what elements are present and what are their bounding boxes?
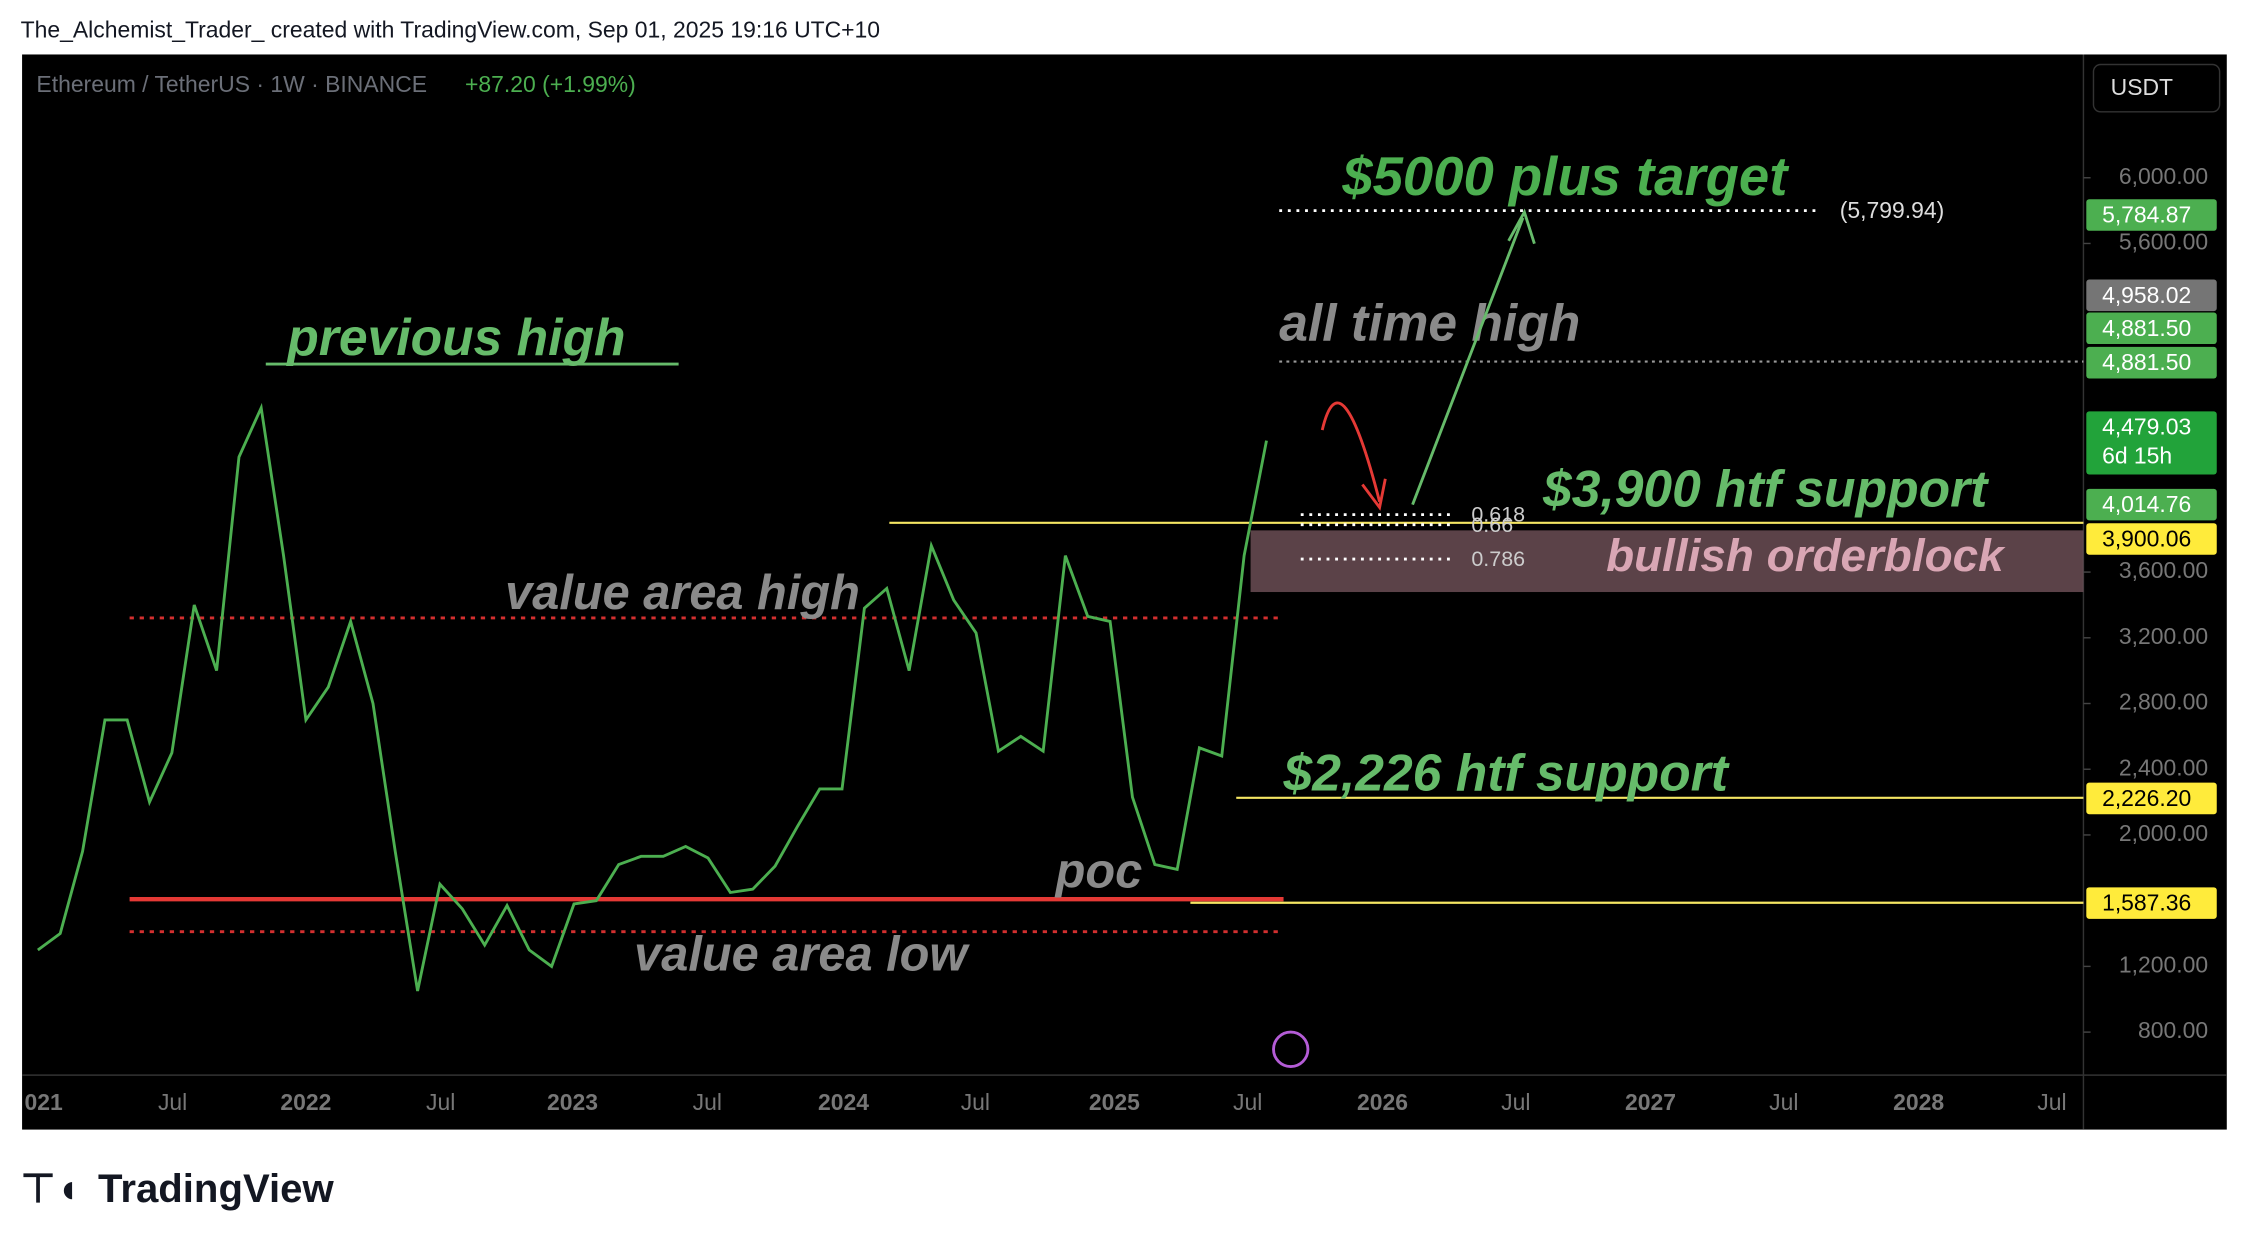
price-line — [37, 402, 1268, 992]
price-tag-label: 1,587.36 — [2102, 890, 2191, 916]
price-tag — [2086, 523, 2217, 555]
y-tick-label: 1,200.00 — [2119, 951, 2208, 977]
annotation: all time high — [1279, 293, 1580, 351]
annotation: poc — [1054, 844, 1143, 898]
symbol-name: Ethereum / TetherUS · 1W · BINANCE — [36, 71, 427, 97]
price-tag — [2086, 488, 2217, 521]
x-tick-label: 2027 — [1625, 1089, 1676, 1115]
brand-mark: ⊤◖ — [21, 1166, 80, 1211]
price-tag-label: 5,784.87 — [2102, 202, 2191, 228]
x-tick-label: Jul — [1501, 1089, 1530, 1115]
annotation: value area low — [634, 927, 970, 981]
target-arrow — [1411, 217, 1525, 506]
credit: The_Alchemist_Trader_ created with Tradi… — [21, 17, 880, 43]
y-tick-label: 2,000.00 — [2119, 820, 2208, 846]
x-tick-label: Jul — [426, 1089, 455, 1115]
x-tick-label: 2024 — [818, 1089, 869, 1115]
price-change: +87.20 (+1.99%) — [465, 71, 636, 97]
annotation: $2,226 htf support — [1283, 744, 1730, 802]
fib-label: 0.618 — [1471, 503, 1525, 527]
y-tick-label: 3,200.00 — [2119, 623, 2208, 649]
countdown: 6d 15h — [2102, 442, 2172, 468]
level-label: (5,799.94) — [1840, 197, 1944, 223]
price-tag — [2086, 199, 2217, 231]
pullback-arrow — [1320, 401, 1381, 503]
annotation: value area high — [505, 566, 860, 620]
x-tick-label: 2025 — [1089, 1089, 1140, 1115]
arrow-head — [1507, 208, 1536, 245]
price-tag — [2086, 312, 2217, 345]
price-tag-label: 4,014.76 — [2102, 491, 2191, 517]
y-tick-label: 3,600.00 — [2119, 557, 2208, 583]
price-tag — [2086, 346, 2217, 379]
y-tick-label: 2,400.00 — [2119, 754, 2208, 780]
currency-button[interactable] — [2092, 63, 2221, 113]
y-tick-label: 2,800.00 — [2119, 689, 2208, 715]
x-tick-label: 2022 — [280, 1089, 331, 1115]
y-tick-label: 6,000.00 — [2119, 163, 2208, 189]
y-tick-label: 5,600.00 — [2119, 229, 2208, 255]
price-tag — [2086, 279, 2217, 312]
x-tick-label: Jul — [2037, 1089, 2066, 1115]
price-tag — [2086, 411, 2217, 475]
price-tag-label: 3,900.06 — [2102, 525, 2191, 551]
x-tick-label: 021 — [24, 1089, 62, 1115]
annotation: $3,900 htf support — [1542, 460, 1989, 518]
arrow-head — [1361, 478, 1387, 511]
price-tag-label: 2,226.20 — [2102, 785, 2191, 811]
annotation: $5000 plus target — [1341, 146, 1789, 207]
price-tag — [2086, 782, 2217, 815]
x-tick-label: Jul — [693, 1089, 722, 1115]
x-tick-label: Jul — [1769, 1089, 1798, 1115]
annotation: previous high — [285, 308, 625, 366]
fib-label: 0.66 — [1471, 513, 1513, 537]
x-tick-label: Jul — [158, 1089, 187, 1115]
price-tag-label: 4,881.50 — [2102, 315, 2191, 341]
x-tick-label: Jul — [1233, 1089, 1262, 1115]
price-tag-label: 4,479.03 — [2102, 414, 2191, 440]
currency[interactable]: USDT — [2111, 74, 2173, 100]
x-tick-label: 2023 — [547, 1089, 598, 1115]
fib-label: 0.786 — [1471, 547, 1525, 571]
y-tick-label: 800.00 — [2138, 1017, 2208, 1043]
x-tick-label: 2026 — [1357, 1089, 1408, 1115]
price-tag — [2086, 887, 2217, 919]
orderblock-zone — [1250, 530, 2084, 593]
alert-icon[interactable] — [1272, 1030, 1310, 1068]
price-tag-label: 4,958.02 — [2102, 282, 2191, 308]
annotation: bullish orderblock — [1606, 529, 2006, 581]
price-tag-label: 4,881.50 — [2102, 349, 2191, 375]
logo: TradingView — [98, 1166, 334, 1211]
x-tick-label: 2028 — [1893, 1089, 1944, 1115]
x-tick-label: Jul — [961, 1089, 990, 1115]
